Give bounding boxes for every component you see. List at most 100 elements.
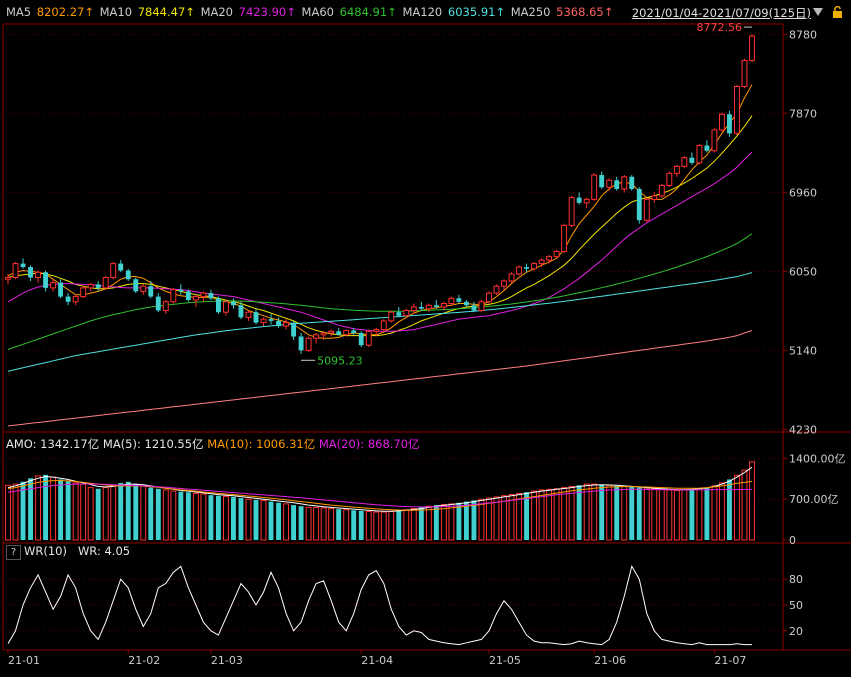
volume-bar-up [606,484,613,541]
candle-body-up [410,306,417,311]
date-range-selector[interactable]: 2021/01/04-2021/07/09(125日) [631,6,811,20]
amo-ma10-value: 1006.31亿 [256,437,316,451]
candle [268,313,274,325]
candle-body-down [178,289,184,292]
candle [12,261,19,280]
candle-body-down [471,305,477,311]
volume-bar-up [320,507,327,541]
volume-bar-up [328,508,335,541]
candle-body-up [673,165,680,174]
volume-bar-up [583,483,590,541]
candle-body-up [365,330,372,346]
price-tick-label: 8780 [789,28,817,41]
volume-bar-up [696,488,703,541]
candle-body-up [681,157,688,167]
candle-body-up [313,334,320,339]
volume-bar-down [291,505,297,540]
volume-bar-up [448,503,455,541]
volume-bar-up [516,492,522,541]
wr-panel: 80 50 20 [3,564,803,646]
candle [43,270,49,292]
candle [365,329,372,347]
candle [102,275,109,290]
candle-body-up [448,297,455,305]
volume-bar-up [440,503,447,541]
ma10-value: 7844.47↑ [137,5,195,19]
candle-body-up [651,195,658,200]
candle [440,301,447,311]
volume-bar-down [125,481,131,540]
volume-bar-down [351,510,357,540]
candle [689,152,695,165]
volume-bar-down [727,479,732,540]
volume-bar-down [118,482,124,540]
volume-bar-down [636,487,642,540]
wr-label[interactable]: WR(10) [24,544,67,558]
candle-body-down [636,188,642,221]
candle-body-down [133,279,139,292]
candle-body-down [614,180,620,189]
volume-bar-down [471,500,477,540]
wr-legend: WR(10) WR: 4.05 [24,544,130,558]
candle [718,112,725,132]
candle [591,173,598,202]
volume-bar-down [276,502,281,540]
candle-body-down [95,284,101,288]
volume-bar-up [5,484,11,541]
candle-body-up [561,224,568,252]
candle [538,258,545,268]
volume-panel: 1400.00亿 700.00亿 0 [3,452,846,547]
candle-body-up [734,86,740,134]
volume-bar-down [231,496,236,540]
volume-bar-up [486,497,492,541]
candle-body-up [50,282,57,289]
volume-bar-up [12,483,19,541]
candle [28,265,33,281]
candle [260,317,267,327]
candle-body-down [65,296,71,302]
candle [643,197,650,222]
chart-frame [2,23,851,651]
volume-tick-label: 0 [789,534,796,547]
candle-body-up [245,311,252,318]
candle-body-up [260,318,267,324]
chevron-down-icon[interactable] [813,8,823,16]
candle-body-up [320,332,327,336]
candle-body-up [283,322,290,327]
volume-bar-up [666,489,673,541]
ma120-value: 6035.91↑ [447,5,506,19]
volume-bar-down [418,507,424,540]
candle [651,192,658,203]
candle-body-up [478,301,485,311]
candle-body-up [388,311,395,322]
volume-bar-up [170,490,177,541]
candle [320,331,327,340]
candle-body-up [486,292,492,303]
x-tick-label: 21-07 [714,654,746,667]
x-tick-label: 21-04 [361,654,393,667]
volume-bar-up [568,485,575,541]
wr-line [7,564,752,646]
volume-bar-up [380,511,387,541]
candle [568,195,575,228]
candle [727,110,732,137]
candle-body-down [433,305,439,307]
volume-bar-down [298,506,304,540]
volume-bar-down [358,510,364,540]
amo-value: 1342.17亿 [40,437,100,451]
volume-bar-down [95,488,101,540]
volume-bar-up [553,488,560,541]
candle [192,294,199,307]
candle-body-up [440,303,447,308]
candle [328,329,335,337]
lock-icon[interactable] [832,6,843,18]
price-tick-label: 5140 [789,344,817,357]
volume-bar-down [629,487,635,540]
volume-bar-up [87,487,94,541]
candle-body-up [696,145,703,164]
candle-body-up [591,174,598,200]
volume-bar-up [478,498,485,541]
volume-bar-down [65,481,71,540]
help-icon[interactable]: ? [6,545,21,560]
volume-bar-down [396,510,402,540]
